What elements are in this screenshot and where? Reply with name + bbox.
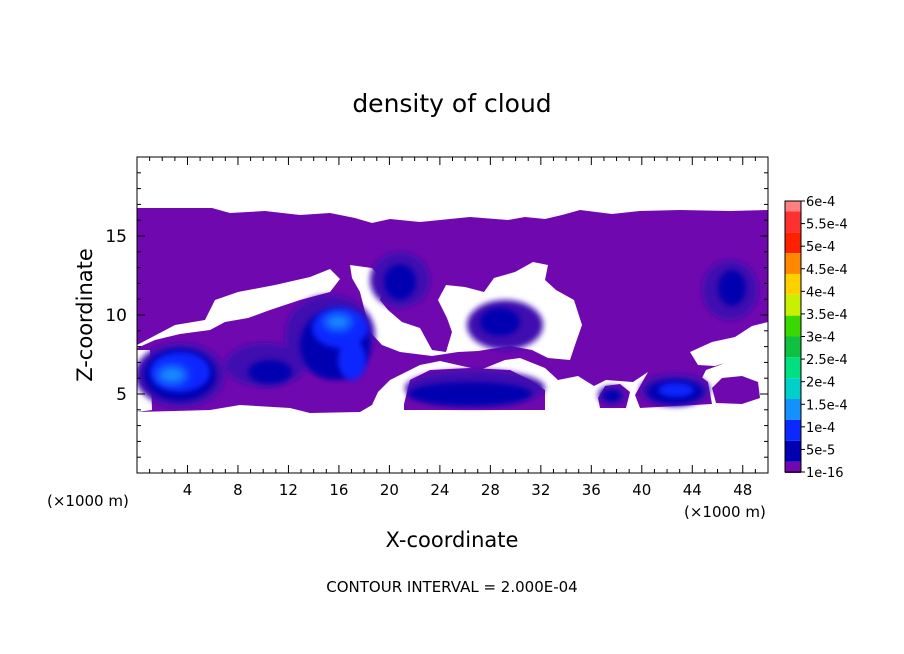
colorbar-swatch xyxy=(785,201,801,212)
colorbar-label: 4e-4 xyxy=(806,285,835,300)
x-tick-label: 8 xyxy=(233,481,243,499)
y-tick-label: 15 xyxy=(105,227,127,247)
x-unit-left: (×1000 m) xyxy=(47,492,129,510)
x-tick-label: 40 xyxy=(632,481,651,499)
x-tick-label: 20 xyxy=(380,481,399,499)
chart-title: density of cloud xyxy=(352,89,551,118)
colorbar-label: 5.5e-4 xyxy=(806,218,848,233)
contour-gap-right xyxy=(690,322,768,366)
x-tick-label: 36 xyxy=(582,481,601,499)
colorbar: 6e-4 5.5e-4 5e-4 4.5e-4 4e-4 3.5e-4 3e-4 2.5e-4… xyxy=(784,195,848,481)
colorbar-swatch xyxy=(785,315,801,337)
colorbar-swatch xyxy=(785,232,801,254)
colorbar-swatch xyxy=(785,357,801,379)
colorbar-swatch xyxy=(785,253,801,274)
colorbar-label: 4.5e-4 xyxy=(806,263,848,278)
x-tick-label: 24 xyxy=(430,481,449,499)
y-axis: 5 10 15 xyxy=(105,172,768,458)
colorbar-swatch xyxy=(785,211,801,233)
colorbar-label: 6e-4 xyxy=(806,195,835,210)
colorbar-label: 2e-4 xyxy=(806,376,835,391)
contour-cell-x47 xyxy=(712,376,760,404)
colorbar-label: 5e-4 xyxy=(806,240,835,255)
contour-interval-note: CONTOUR INTERVAL = 2.000E-04 xyxy=(326,578,577,596)
colorbar-label: 1e-4 xyxy=(806,421,835,436)
colorbar-swatch xyxy=(785,336,801,358)
x-tick-label: 28 xyxy=(481,481,500,499)
x-tick-label: 32 xyxy=(531,481,550,499)
x-axis-label: X-coordinate xyxy=(386,528,519,552)
x-tick-label: 4 xyxy=(183,481,193,499)
colorbar-swatch xyxy=(785,461,801,473)
colorbar-label: 3e-4 xyxy=(806,331,835,346)
x-tick-label: 12 xyxy=(279,481,298,499)
colorbar-label: 1e-16 xyxy=(806,466,844,481)
colorbar-swatch xyxy=(785,273,801,295)
x-axis: 4 8 12 16 20 24 28 32 36 40 44 48 xyxy=(149,157,756,499)
colorbar-label: 1.5e-4 xyxy=(806,398,848,413)
y-tick-label: 5 xyxy=(116,385,127,405)
colorbar-swatch xyxy=(785,399,801,420)
contour-fill xyxy=(137,208,768,413)
x-tick-label: 16 xyxy=(329,481,348,499)
x-tick-label: 48 xyxy=(733,481,752,499)
colorbar-label: 2.5e-4 xyxy=(806,353,848,368)
y-axis-label: Z-coordinate xyxy=(73,248,97,382)
colorbar-swatch xyxy=(785,419,801,441)
contour-1-5e-4-levels xyxy=(157,314,352,384)
x-unit-right: (×1000 m) xyxy=(684,503,766,521)
colorbar-label: 5e-5 xyxy=(806,443,835,458)
contour-gap-left xyxy=(137,269,340,348)
colorbar-swatch xyxy=(785,378,801,400)
colorbar-label: 3.5e-4 xyxy=(806,308,848,323)
colorbar-swatch xyxy=(785,440,801,462)
colorbar-swatch xyxy=(785,294,801,316)
x-tick-label: 44 xyxy=(683,481,702,499)
y-tick-label: 10 xyxy=(105,306,127,326)
